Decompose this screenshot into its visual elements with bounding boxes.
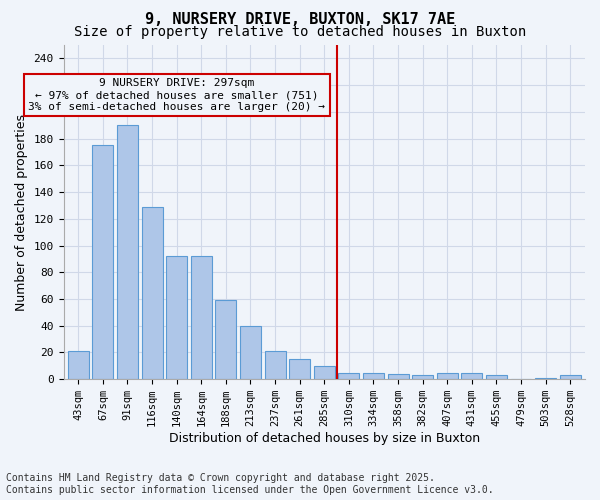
Bar — [363, 372, 384, 379]
Bar — [142, 207, 163, 379]
Bar — [314, 366, 335, 379]
Bar — [92, 146, 113, 379]
Y-axis label: Number of detached properties: Number of detached properties — [15, 114, 28, 310]
Bar — [412, 375, 433, 379]
Bar — [117, 125, 138, 379]
Bar — [535, 378, 556, 379]
Bar — [338, 372, 359, 379]
Text: 9, NURSERY DRIVE, BUXTON, SK17 7AE: 9, NURSERY DRIVE, BUXTON, SK17 7AE — [145, 12, 455, 28]
Text: 9 NURSERY DRIVE: 297sqm
← 97% of detached houses are smaller (751)
3% of semi-de: 9 NURSERY DRIVE: 297sqm ← 97% of detache… — [28, 78, 325, 112]
Bar — [560, 375, 581, 379]
Bar — [486, 375, 507, 379]
Bar — [388, 374, 409, 379]
Bar — [461, 372, 482, 379]
Bar — [166, 256, 187, 379]
Bar — [191, 256, 212, 379]
Text: Size of property relative to detached houses in Buxton: Size of property relative to detached ho… — [74, 25, 526, 39]
X-axis label: Distribution of detached houses by size in Buxton: Distribution of detached houses by size … — [169, 432, 480, 445]
Text: Contains HM Land Registry data © Crown copyright and database right 2025.
Contai: Contains HM Land Registry data © Crown c… — [6, 474, 494, 495]
Bar — [240, 326, 261, 379]
Bar — [68, 351, 89, 379]
Bar — [265, 351, 286, 379]
Bar — [215, 300, 236, 379]
Bar — [289, 359, 310, 379]
Bar — [437, 372, 458, 379]
